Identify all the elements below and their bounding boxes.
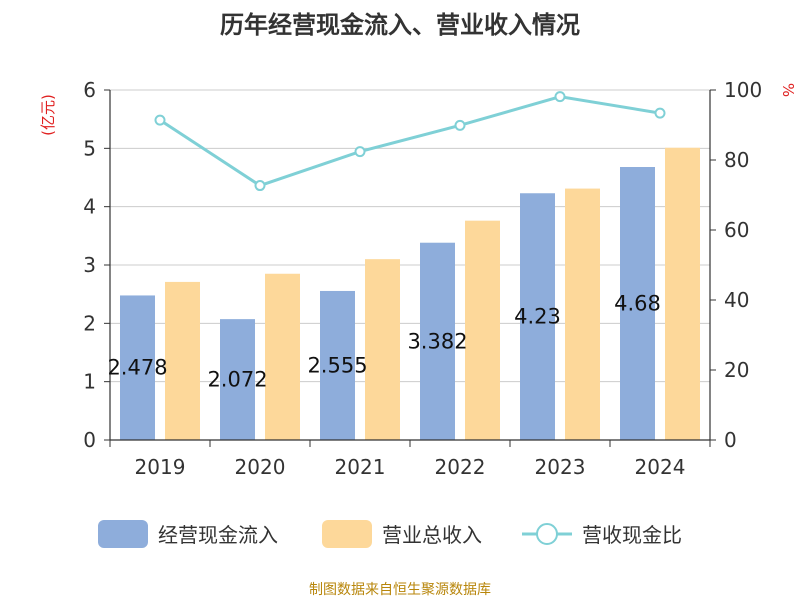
x-tick-label: 2024 [635,455,686,479]
bar-value-label: 2.478 [107,356,167,380]
legend: 经营现金流入 营业总收入 营收现金比 [98,520,682,548]
bar-value-label: 2.555 [307,353,367,377]
legend-label: 经营现金流入 [158,523,278,547]
x-tick-label: 2023 [535,455,586,479]
legend-swatch [322,520,372,548]
bar [520,193,555,440]
ratio-point [654,107,666,119]
chart-title: 历年经营现金流入、营业收入情况 [220,11,580,39]
right-tick-label: 100 [724,78,762,102]
right-axis-unit: % [779,83,797,97]
left-tick-label: 6 [83,78,96,102]
right-tick-label: 40 [724,288,749,312]
bar [165,281,200,440]
ratio-point [554,91,566,103]
source-note: 制图数据来自恒生聚源数据库 [309,582,491,598]
legend-label: 营收现金比 [582,523,682,547]
ratio-point [254,180,266,192]
bar [265,273,300,440]
left-tick-label: 3 [83,253,96,277]
x-tick-label: 2019 [135,455,186,479]
bar-value-label: 4.23 [514,305,561,329]
left-axis-unit: (亿元) [39,94,57,136]
bar [120,295,155,440]
ratio-line [159,95,661,188]
ratio-line-group [154,91,666,192]
bar [365,259,400,440]
bar [420,242,455,440]
ratio-point [454,119,466,131]
ratio-point [154,114,166,126]
bar [320,290,355,440]
data-labels: 2.478 2.072 2.555 3.382 4.23 4.68 [107,292,660,392]
bar-group [120,147,700,440]
x-tick-label: 2021 [335,455,386,479]
legend-marker [536,523,558,545]
bar-value-label: 4.68 [614,292,661,316]
right-tick-label: 20 [724,358,749,382]
bar [465,220,500,440]
bar [665,147,700,440]
left-tick-label: 5 [83,136,96,160]
bar-value-label: 3.382 [407,329,467,353]
right-tick-label: 0 [724,428,737,452]
gridlines [110,89,710,383]
bar [620,167,655,440]
bar [565,188,600,440]
bar-value-label: 2.072 [207,368,267,392]
x-tick-label: 2020 [235,455,286,479]
right-tick-label: 80 [724,148,749,172]
left-tick-label: 0 [83,428,96,452]
ratio-point [354,146,366,158]
left-tick-label: 2 [83,311,96,335]
right-tick-label: 60 [724,218,749,242]
left-tick-label: 4 [83,195,96,219]
bar [220,319,255,440]
left-tick-label: 1 [83,370,96,394]
legend-label: 营业总收入 [382,523,482,547]
x-tick-label: 2022 [435,455,486,479]
legend-swatch [98,520,148,548]
